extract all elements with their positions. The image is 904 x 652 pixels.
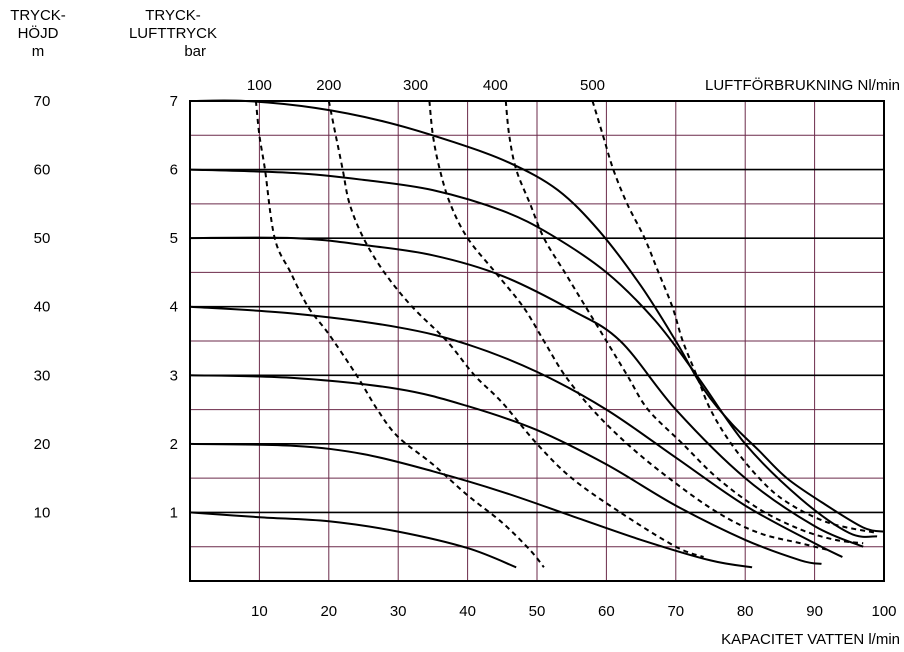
left-axis-title-line-1: TRYCK- (10, 7, 66, 24)
pressure-curve-5-bar (189, 236, 864, 548)
top-tick-label-100: 100 (247, 77, 272, 94)
top-tick-label-400: 400 (483, 77, 508, 94)
x-axis-title: KAPACITET VATTEN l/min (721, 631, 900, 648)
y-tick-label-6: 6 (170, 162, 178, 179)
x-tick-label-100: 100 (871, 603, 896, 620)
head-tick-label-20: 20 (34, 436, 51, 453)
x-tick-label-60: 60 (598, 603, 615, 620)
head-tick-label-30: 30 (34, 367, 51, 384)
y-tick-label-1: 1 (170, 504, 178, 521)
top-tick-label-300: 300 (403, 77, 428, 94)
air-consumption-curve-300 (428, 100, 829, 552)
x-tick-label-20: 20 (320, 603, 337, 620)
x-tick-label-80: 80 (737, 603, 754, 620)
y-tick-label-7: 7 (170, 93, 178, 110)
head-tick-label-60: 60 (34, 162, 51, 179)
air-consumption-curve-200 (327, 100, 704, 558)
left-axis-title-line-2: HÖJD (18, 24, 59, 42)
left-axis-title-line-3: m (32, 43, 45, 60)
x-tick-label-10: 10 (251, 603, 268, 620)
air-consumption-curve-100 (254, 100, 545, 568)
y-tick-label-5: 5 (170, 230, 178, 247)
x-tick-label-30: 30 (390, 603, 407, 620)
x-tick-label-90: 90 (806, 603, 823, 620)
pressure-curve-7-bar (189, 99, 885, 533)
tick-labels: 1 10 2 20 3 30 4 40 5 50 6 60 7 70 10 20 30 40 50 60 70 80 90 1… (34, 77, 897, 620)
top-tick-label-500: 500 (580, 77, 605, 94)
right-axis-title-line-3: bar (184, 43, 206, 60)
air-consumption-curve-400 (504, 100, 864, 545)
pressure-curve-2-bar (189, 442, 753, 569)
x-tick-label-70: 70 (667, 603, 684, 620)
pressure-curve-6-bar (189, 168, 878, 538)
head-tick-label-70: 70 (34, 93, 51, 110)
x-tick-label-40: 40 (459, 603, 476, 620)
pressure-curve-3-bar (189, 374, 822, 565)
y-tick-label-3: 3 (170, 367, 178, 384)
right-axis-title-line-2: LUFTTRYCK (129, 25, 217, 42)
right-axis-title-line-1: TRYCK- (145, 7, 201, 24)
top-tick-label-200: 200 (316, 77, 341, 94)
head-tick-label-10: 10 (34, 504, 51, 521)
top-axis-title: LUFTFÖRBRUKNING Nl/min (705, 76, 900, 94)
series-lines (189, 99, 885, 569)
x-tick-label-50: 50 (529, 603, 546, 620)
pressure-curve-1-bar (189, 511, 517, 569)
head-tick-label-50: 50 (34, 230, 51, 247)
pressure-curve-4-bar (189, 305, 843, 558)
y-tick-label-2: 2 (170, 436, 178, 453)
y-tick-label-4: 4 (170, 299, 178, 316)
head-tick-label-40: 40 (34, 299, 51, 316)
plot-frame (189, 100, 885, 582)
grid (190, 101, 884, 581)
air-consumption-curve-500 (591, 100, 878, 534)
